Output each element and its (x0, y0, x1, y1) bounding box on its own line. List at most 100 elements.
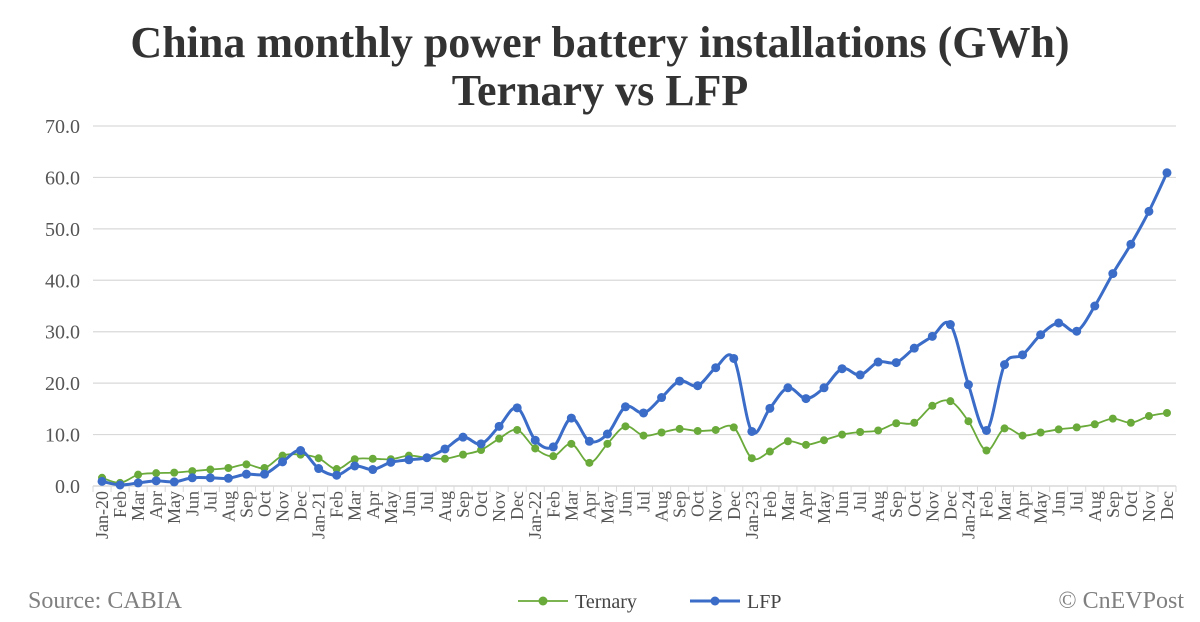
data-point-ternary (260, 464, 269, 472)
data-point-ternary (657, 428, 666, 437)
data-point-lfp (368, 465, 378, 475)
x-tick-label: Apr (363, 491, 383, 519)
data-point-ternary (801, 440, 810, 449)
data-point-lfp (819, 383, 829, 393)
data-point-lfp (422, 453, 432, 463)
data-point-lfp (1054, 318, 1064, 328)
x-tick-label: Jun (1049, 491, 1069, 516)
x-tick-label: Sep (670, 491, 690, 518)
data-point-ternary (946, 397, 955, 406)
x-tick-label: Mar (128, 491, 148, 521)
x-tick-label: Nov (1139, 491, 1159, 522)
data-point-lfp (205, 473, 215, 483)
data-point-lfp (458, 432, 468, 442)
x-tick-label: Apr (1013, 491, 1033, 519)
data-point-ternary (1018, 431, 1027, 440)
credit-note: © CnEVPost (1058, 588, 1184, 614)
data-point-ternary (278, 451, 287, 460)
data-point-lfp (169, 477, 179, 487)
x-tick-label: Dec (940, 491, 960, 520)
x-tick-label: Oct (471, 491, 491, 517)
x-tick-label: May (164, 491, 184, 524)
data-point-lfp (1108, 269, 1118, 279)
y-tick-label: 70.0 (45, 116, 80, 138)
data-point-ternary (1108, 414, 1117, 423)
data-point-lfp (314, 464, 324, 474)
data-point-lfp (223, 473, 233, 483)
legend-label-ternary: Ternary (575, 591, 637, 613)
x-tick-label: May (381, 491, 401, 524)
x-tick-label: Oct (254, 491, 274, 517)
x-tick-label: Dec (1157, 491, 1177, 520)
data-point-lfp (675, 376, 685, 386)
data-point-ternary (188, 467, 197, 476)
chart-subtitle: Ternary vs LFP (451, 66, 749, 115)
data-point-lfp (115, 480, 125, 490)
data-point-lfp (783, 383, 793, 393)
series-line-lfp (101, 172, 1169, 487)
data-point-ternary (242, 460, 251, 469)
x-tick-label: Apr (579, 491, 599, 519)
data-point-ternary (531, 444, 540, 453)
data-point-ternary (350, 455, 359, 464)
x-tick-label: Jan-20 (92, 491, 112, 539)
data-point-ternary (513, 425, 522, 434)
data-point-ternary (964, 417, 973, 426)
data-point-lfp (963, 380, 973, 390)
data-point-ternary (567, 439, 576, 448)
data-point-lfp (1036, 330, 1046, 340)
x-tick-label: May (597, 491, 617, 524)
chart-title: China monthly power battery installation… (130, 18, 1070, 67)
x-tick-label: Aug (435, 491, 455, 522)
x-tick-label: Feb (110, 491, 130, 518)
data-point-lfp (530, 435, 540, 445)
data-point-lfp (259, 469, 269, 479)
data-point-ternary (1072, 423, 1081, 432)
x-tick-label: Jul (634, 491, 654, 512)
data-point-ternary (1000, 424, 1009, 433)
data-point-ternary (765, 447, 774, 456)
data-point-lfp (801, 394, 811, 404)
data-point-lfp (187, 473, 197, 483)
data-point-ternary (892, 419, 901, 428)
x-tick-label: Jun (399, 491, 419, 516)
data-point-lfp (97, 476, 107, 486)
data-point-lfp (386, 457, 396, 467)
data-point-lfp (278, 457, 288, 467)
data-point-ternary (440, 454, 449, 463)
data-point-lfp (602, 429, 612, 439)
data-point-lfp (548, 442, 558, 452)
data-point-lfp (873, 357, 883, 367)
x-tick-label: Aug (868, 491, 888, 522)
data-point-lfp (981, 425, 991, 435)
data-point-ternary (729, 423, 738, 432)
data-point-lfp (657, 393, 667, 403)
data-point-lfp (927, 331, 937, 341)
x-tick-label: Jan-22 (525, 491, 545, 539)
x-tick-label: Apr (146, 491, 166, 519)
data-point-lfp (1162, 168, 1172, 178)
x-tick-label: Feb (327, 491, 347, 518)
data-point-ternary (1090, 420, 1099, 429)
x-tick-label: Aug (218, 491, 238, 522)
x-tick-label: Nov (922, 491, 942, 522)
data-point-ternary (368, 454, 377, 463)
y-tick-label: 30.0 (45, 322, 80, 344)
x-tick-label: Jan-21 (309, 491, 329, 539)
data-point-ternary (603, 439, 612, 448)
x-tick-label: Nov (273, 491, 293, 522)
x-tick-label: Mar (778, 491, 798, 521)
data-point-lfp (241, 469, 251, 479)
data-point-ternary (1054, 425, 1063, 434)
x-tick-label: Mar (561, 491, 581, 521)
data-point-ternary (585, 458, 594, 467)
y-tick-label: 50.0 (45, 219, 80, 241)
data-point-lfp (891, 358, 901, 368)
x-tick-label: Apr (796, 491, 816, 519)
x-tick-label: Feb (976, 491, 996, 518)
x-tick-label: Mar (345, 491, 365, 521)
data-point-lfp (837, 364, 847, 374)
data-point-lfp (693, 381, 703, 391)
data-point-ternary (910, 418, 919, 427)
